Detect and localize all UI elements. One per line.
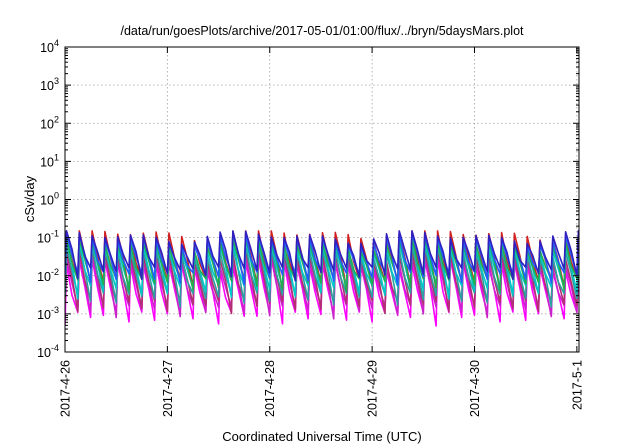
x-tick-label: 2017-5-1 <box>570 360 584 410</box>
y-axis: 10-4 10-3 10-2 10-1 100 101 102 103 104 <box>37 38 579 360</box>
series-group <box>65 230 579 327</box>
y-tick-label: 10-2 <box>37 267 59 284</box>
series-line <box>65 244 579 308</box>
y-tick-label: 102 <box>40 114 59 131</box>
y-tick-label: 104 <box>40 38 59 55</box>
y-axis-label: cSv/day <box>22 175 37 222</box>
x-axis: 2017-4-26 2017-4-27 2017-4-28 2017-4-29 2017… <box>59 47 584 417</box>
y-tick-label: 101 <box>40 152 59 169</box>
y-tick-label: 100 <box>40 191 59 208</box>
x-tick-label: 2017-4-28 <box>263 360 277 417</box>
chart-title: /data/run/goesPlots/archive/2017-05-01/0… <box>120 24 524 38</box>
x-tick-label: 2017-4-27 <box>161 360 175 417</box>
x-tick-label: 2017-4-26 <box>59 360 73 417</box>
y-tick-label: 10-4 <box>37 343 59 360</box>
x-axis-label: Coordinated Universal Time (UTC) <box>222 429 421 444</box>
y-tick-label: 10-1 <box>37 229 59 246</box>
y-tick-label: 103 <box>40 76 59 93</box>
y-tick-label: 10-3 <box>37 305 59 322</box>
x-tick-label: 2017-4-30 <box>468 360 482 417</box>
x-tick-label: 2017-4-29 <box>366 360 380 417</box>
series-line <box>65 230 579 282</box>
